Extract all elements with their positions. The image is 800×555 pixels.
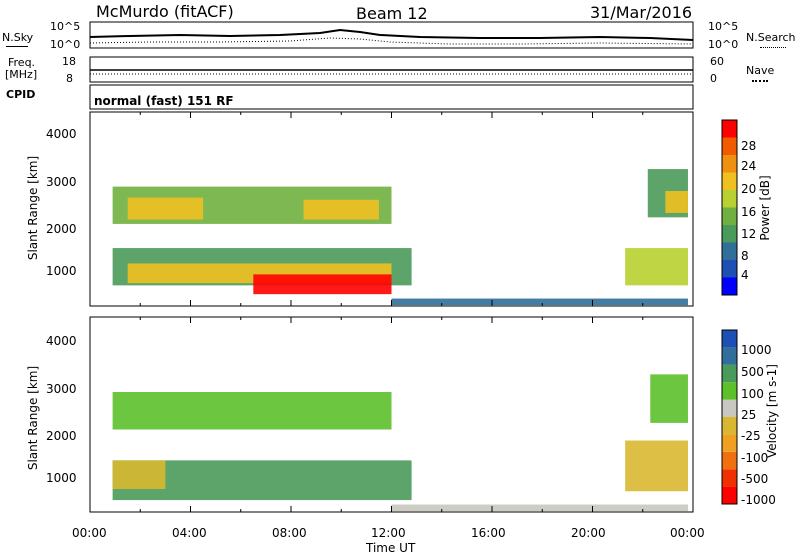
cpid-panel-frame: [89, 84, 694, 110]
power-cb-4: 4: [741, 268, 749, 282]
vel-cb-swatch-9: [722, 330, 737, 348]
vel-cb-25: 25: [741, 408, 757, 422]
power-colorbar: [722, 120, 737, 295]
freq-unit-label: [MHz]: [5, 68, 38, 81]
vel-cb-n1000: -1000: [741, 493, 776, 507]
power-cb-swatch-1: [722, 260, 737, 278]
velocity-ytick-3000: 3000: [46, 382, 77, 396]
power-cb-24: 24: [741, 159, 757, 173]
vel-cb-swatch-1: [722, 469, 737, 487]
nsky-line: [89, 28, 694, 41]
vel-cb-swatch-8: [722, 347, 737, 365]
vel-cb-500: 500: [741, 365, 764, 379]
power-cb-swatch-8: [722, 137, 737, 155]
velocity-colorbar-frame: [721, 329, 738, 505]
noise-right-tick-top: 10^5: [708, 20, 739, 33]
nsearch-line: [89, 37, 694, 45]
power-ytick-2000: 2000: [46, 222, 77, 236]
velocity-region-4: [650, 374, 688, 423]
vel-cb-n25: -25: [741, 429, 761, 443]
noise-left-tick-bottom: 10^0: [50, 38, 81, 51]
power-ytick-4000: 4000: [46, 127, 77, 141]
freq-tick-top: 18: [62, 55, 76, 68]
vel-cb-swatch-4: [722, 417, 737, 435]
power-cb-20: 20: [741, 182, 757, 196]
velocity-region-3: [625, 440, 688, 492]
vel-cb-swatch-2: [722, 451, 737, 470]
nave-legend-line: [752, 80, 768, 82]
power-region-8: [665, 191, 688, 213]
xtick-0800: 08:00: [272, 526, 307, 540]
nave-tick-bottom: 0: [710, 72, 717, 85]
cpid-label: CPID: [6, 88, 36, 101]
xtick-1600: 16:00: [471, 526, 506, 540]
power-data-layer: [112, 169, 688, 306]
velocity-colorbar: [722, 330, 737, 504]
freq-tick-bottom: 8: [66, 72, 73, 85]
cpid-text: normal (fast) 151 RF: [94, 94, 234, 108]
power-cb-swatch-0: [722, 277, 737, 295]
nave-tick-top: 60: [710, 55, 724, 68]
nsky-legend-line: [6, 46, 28, 47]
xtick-0000: 00:00: [72, 526, 107, 540]
velocity-ytick-1000: 1000: [46, 471, 77, 485]
nave-label: Nave: [746, 64, 775, 77]
velocity-region-0: [112, 392, 392, 430]
power-cb-16: 16: [741, 205, 757, 219]
noise-panel-frame: [89, 21, 694, 49]
vel-cb-swatch-6: [722, 382, 737, 400]
power-ytick-3000: 3000: [46, 175, 77, 189]
vel-cb-swatch-7: [722, 364, 737, 383]
xtick-1200: 12:00: [371, 526, 406, 540]
vel-cb-n100: -100: [741, 451, 769, 465]
freq-label: Freq.: [8, 56, 36, 69]
vel-cb-swatch-5: [722, 399, 737, 417]
velocity-region-2: [112, 460, 166, 490]
nsearch-label: N.Search: [746, 31, 796, 44]
power-cb-swatch-7: [722, 155, 737, 173]
xtick-2400: 00:00: [670, 526, 705, 540]
power-cb-swatch-2: [722, 242, 737, 260]
nsky-label: N.Sky: [2, 31, 34, 44]
velocity-region-5: [391, 504, 688, 512]
power-region-6: [625, 248, 688, 286]
power-region-9: [391, 298, 688, 306]
vel-cb-swatch-3: [722, 434, 737, 452]
power-colorbar-frame: [721, 119, 738, 296]
velocity-ytick-4000: 4000: [46, 334, 77, 348]
date-title: 31/Mar/2016: [590, 3, 693, 22]
power-cb-swatch-6: [722, 172, 737, 190]
vel-cb-1000: 1000: [741, 343, 772, 357]
power-cb-swatch-4: [722, 207, 737, 225]
station-title: McMurdo (fitACF): [96, 2, 234, 21]
power-cb-swatch-5: [722, 190, 737, 208]
xtick-2000: 20:00: [571, 526, 606, 540]
power-cb-swatch-3: [722, 225, 737, 243]
power-region-2: [303, 199, 379, 220]
power-region-1: [127, 197, 204, 220]
vel-cb-swatch-0: [722, 486, 737, 504]
nsearch-legend-line: [760, 47, 786, 48]
noise-left-tick-top: 10^5: [50, 20, 81, 33]
power-cb-12: 12: [741, 227, 757, 241]
beam-title: Beam 12: [356, 4, 428, 23]
power-cb-swatch-9: [722, 120, 737, 138]
noise-right-tick-bottom: 10^0: [708, 38, 739, 51]
xtick-0400: 04:00: [172, 526, 207, 540]
velocity-ytick-2000: 2000: [46, 429, 77, 443]
power-ytick-1000: 1000: [46, 264, 77, 278]
xlabel: Time UT: [366, 541, 416, 555]
x-tick-marks: [89, 112, 694, 512]
velocity-data-layer: [112, 374, 688, 512]
power-cb-28: 28: [741, 139, 757, 153]
power-region-5: [253, 274, 392, 295]
power-cb-8: 8: [741, 249, 749, 263]
vel-cb-100: 100: [741, 387, 764, 401]
vel-cb-n500: -500: [741, 472, 769, 486]
